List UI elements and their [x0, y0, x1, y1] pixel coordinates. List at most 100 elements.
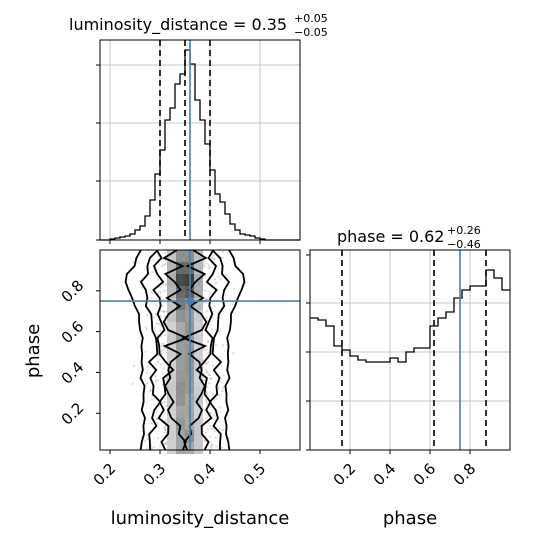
grid-top-panel	[100, 40, 300, 244]
sample-point	[213, 414, 216, 417]
sample-point	[161, 264, 164, 267]
sample-point	[163, 263, 166, 267]
sample-point	[217, 387, 221, 390]
sample-point	[205, 301, 208, 304]
density-cell	[194, 262, 203, 274]
sample-point	[161, 258, 165, 261]
sample-point	[164, 310, 167, 313]
quantile-lines-lumdist	[159, 40, 211, 240]
density-cell	[176, 358, 185, 370]
sample-point	[155, 381, 158, 384]
sample-point	[208, 425, 212, 428]
sample-point	[161, 304, 164, 307]
sample-point	[146, 365, 149, 368]
sample-point	[159, 291, 162, 294]
sample-point	[208, 266, 211, 269]
sample-point	[156, 333, 159, 336]
sample-point	[219, 278, 222, 281]
sample-point	[158, 290, 161, 293]
sample-point	[132, 261, 135, 264]
sample-point	[163, 333, 166, 337]
truth-marker-2d	[100, 250, 300, 450]
axes-frame-right	[309, 249, 511, 451]
sample-point	[206, 309, 209, 312]
sample-point	[205, 298, 208, 301]
sample-point	[204, 416, 207, 419]
sample-point	[213, 278, 217, 281]
density-cell	[194, 418, 203, 430]
sample-point	[157, 358, 160, 361]
sample-point	[156, 278, 159, 281]
sample-point	[206, 297, 209, 301]
sample-point	[146, 433, 149, 436]
sample-point	[159, 295, 162, 298]
sample-point	[154, 304, 158, 307]
sample-point	[161, 401, 164, 404]
density-cell	[176, 346, 185, 358]
density-cell	[194, 442, 203, 454]
density-cell	[194, 322, 203, 334]
density-cell	[194, 250, 203, 262]
sample-point	[152, 259, 155, 262]
sample-point	[233, 287, 236, 290]
sample-point	[203, 372, 206, 375]
density-cell	[176, 262, 185, 274]
sample-point	[155, 409, 158, 412]
sample-point	[164, 283, 167, 287]
sample-point	[202, 263, 205, 267]
sample-point	[157, 322, 160, 325]
histogram-lumdist	[100, 49, 300, 241]
sample-point	[162, 367, 165, 370]
sample-point	[212, 257, 215, 260]
sample-point	[215, 445, 218, 448]
panel-2d-posterior: 0.2 0.3 0.4 0.5 0.2 0.4 0.6 0.8	[58, 249, 301, 489]
sample-point	[153, 316, 156, 319]
ytick-label-2d-0: 0.2	[58, 399, 88, 429]
sample-point	[221, 390, 224, 393]
axes-frame-top	[99, 39, 301, 241]
sample-point	[205, 371, 208, 374]
hist-steps-phase	[310, 269, 510, 363]
title-lumdist: luminosity_distance = 0.35	[69, 15, 287, 35]
sample-point	[221, 446, 224, 449]
sample-point	[151, 271, 154, 274]
sample-point	[213, 430, 216, 433]
sample-point	[154, 379, 158, 382]
sample-point	[205, 348, 208, 351]
sample-point	[151, 297, 154, 300]
sample-point	[161, 383, 164, 386]
sample-point	[218, 394, 221, 397]
sample-point	[222, 387, 225, 390]
sample-point	[164, 263, 167, 266]
sample-point	[214, 436, 217, 439]
density-cell	[167, 286, 176, 298]
density-cell	[167, 418, 176, 430]
density-cell	[167, 346, 176, 358]
ticks-right: 0.2 0.4 0.6 0.8	[330, 450, 479, 489]
density-cell	[176, 250, 185, 262]
sample-point	[211, 427, 214, 430]
contour-left-1	[139, 249, 162, 451]
contour-right-1	[208, 249, 231, 451]
sample-point	[159, 445, 162, 448]
ytick-label-2d-1: 0.4	[58, 358, 88, 388]
sample-point	[165, 431, 168, 434]
density-cell	[167, 250, 176, 262]
density-cell	[176, 406, 185, 418]
sample-point	[164, 252, 167, 255]
sample-point	[209, 411, 212, 415]
density-contours	[124, 249, 246, 451]
density-cell	[167, 370, 176, 382]
sample-point	[207, 427, 210, 430]
sample-point	[209, 435, 212, 438]
sample-point	[203, 439, 206, 442]
sample-point	[163, 289, 166, 292]
density-cell	[167, 406, 176, 418]
sample-point	[156, 361, 159, 364]
sample-point	[165, 404, 168, 408]
sample-point	[221, 256, 224, 260]
sample-point	[222, 386, 225, 389]
sample-point	[206, 385, 209, 388]
truth-point-2d	[186, 297, 194, 306]
